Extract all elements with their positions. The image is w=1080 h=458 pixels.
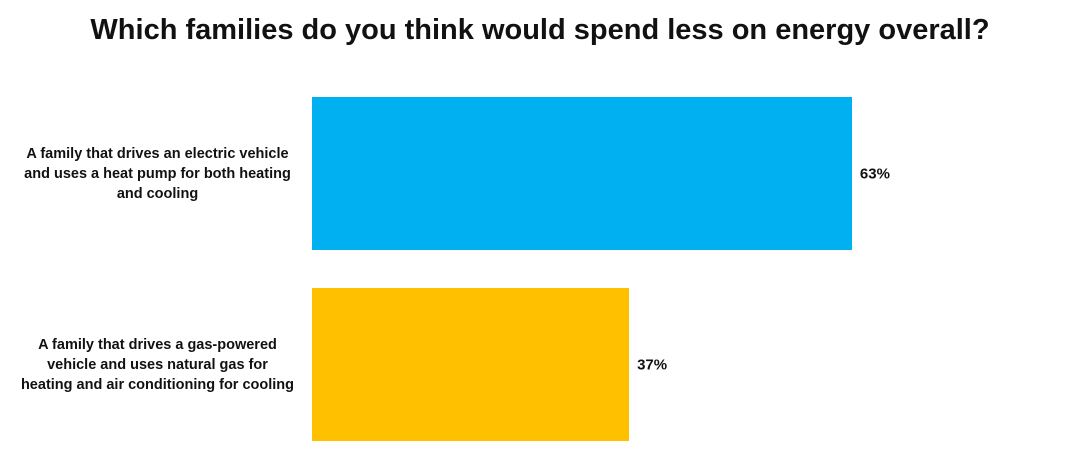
bar (312, 288, 630, 441)
category-label: A family that drives a gas-powered vehic… (20, 336, 295, 393)
chart-title: Which families do you think would spend … (90, 14, 990, 46)
category-label: A family that drives an electric vehicle… (24, 145, 291, 202)
value-label: 63% (859, 165, 890, 182)
bar (312, 97, 852, 250)
value-label: 37% (637, 356, 668, 373)
